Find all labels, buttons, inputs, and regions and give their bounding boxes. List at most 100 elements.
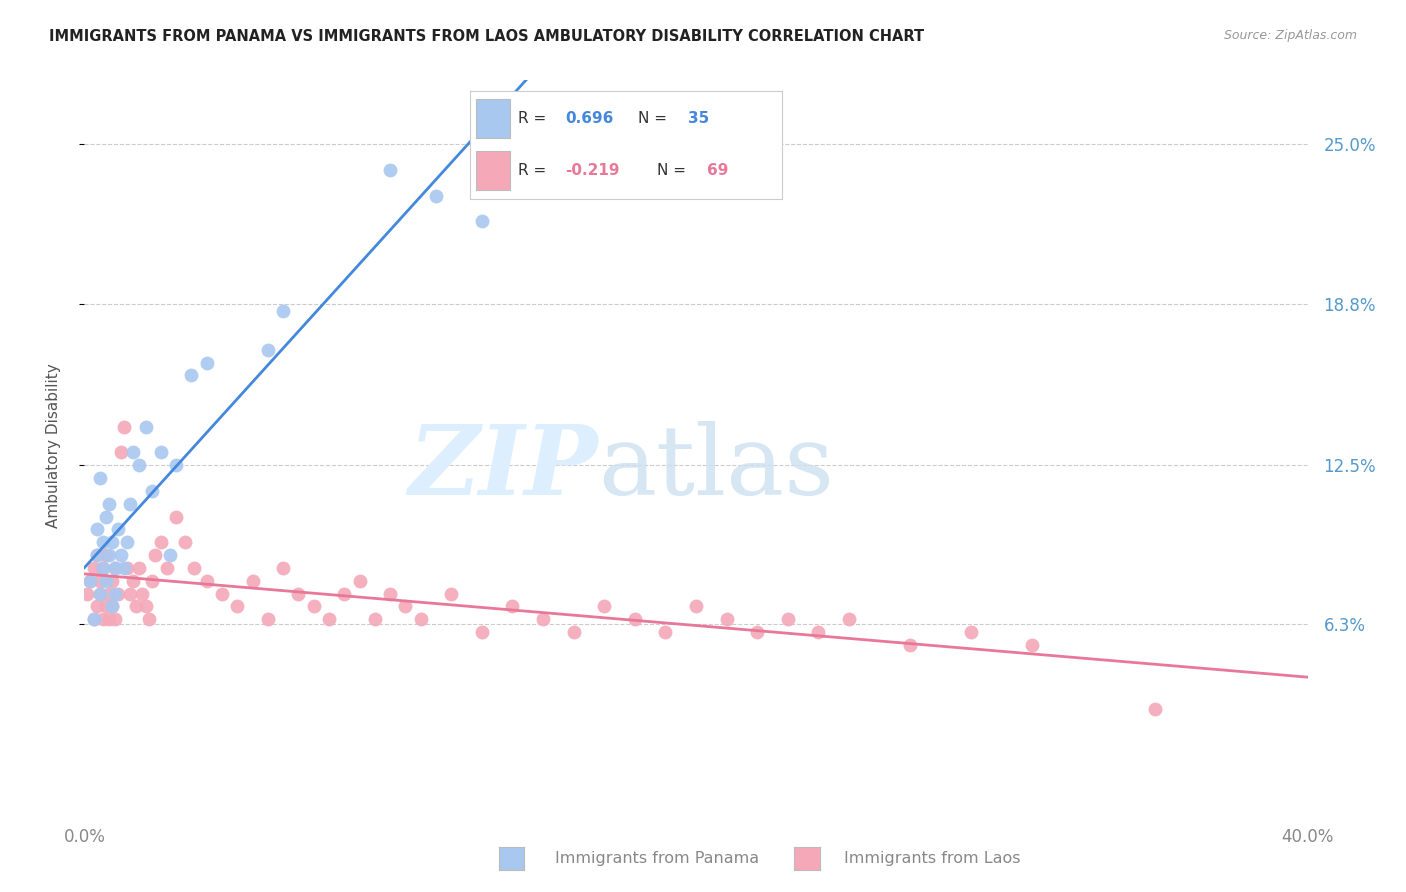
Point — [502, 599, 524, 614]
Point — [333, 586, 356, 600]
Point — [101, 535, 124, 549]
Point — [180, 368, 202, 383]
Point — [110, 548, 132, 562]
Point — [380, 163, 402, 178]
Point — [94, 574, 117, 588]
Point — [195, 355, 218, 369]
Point — [624, 612, 647, 626]
Point — [287, 586, 309, 600]
Point — [257, 343, 280, 357]
Text: Immigrants from Panama: Immigrants from Panama — [555, 851, 759, 865]
Point — [120, 586, 142, 600]
Point — [380, 586, 402, 600]
Point — [159, 548, 181, 562]
Point — [89, 471, 111, 485]
Point — [149, 445, 172, 459]
Point — [593, 599, 616, 614]
Point — [138, 612, 160, 626]
Point — [776, 612, 799, 626]
Point — [128, 561, 150, 575]
Point — [89, 586, 111, 600]
Point — [143, 548, 166, 562]
Point — [83, 612, 105, 626]
Point — [122, 445, 145, 459]
Point — [211, 586, 233, 600]
Point — [97, 586, 120, 600]
Point — [960, 625, 983, 640]
Point — [174, 535, 197, 549]
Point — [349, 574, 371, 588]
Point — [747, 625, 769, 640]
Point — [156, 561, 179, 575]
Point — [76, 586, 98, 600]
Point — [271, 304, 294, 318]
Point — [86, 548, 108, 562]
Point — [135, 419, 157, 434]
Point — [79, 574, 101, 588]
Point — [183, 561, 205, 575]
Point — [86, 548, 108, 562]
Point — [86, 523, 108, 537]
Point — [79, 574, 101, 588]
Point — [120, 497, 142, 511]
Point — [141, 483, 163, 498]
Point — [97, 497, 120, 511]
Text: Source: ZipAtlas.com: Source: ZipAtlas.com — [1223, 29, 1357, 42]
Point — [128, 458, 150, 473]
Point — [94, 548, 117, 562]
Point — [101, 574, 124, 588]
Point — [104, 561, 127, 575]
Point — [394, 599, 416, 614]
Point — [94, 599, 117, 614]
Point — [112, 561, 135, 575]
Point — [562, 625, 585, 640]
Point — [104, 561, 127, 575]
Point — [135, 599, 157, 614]
Text: IMMIGRANTS FROM PANAMA VS IMMIGRANTS FROM LAOS AMBULATORY DISABILITY CORRELATION: IMMIGRANTS FROM PANAMA VS IMMIGRANTS FRO… — [49, 29, 924, 44]
Point — [110, 445, 132, 459]
Point — [89, 574, 111, 588]
Point — [91, 612, 114, 626]
Point — [107, 586, 129, 600]
Point — [716, 612, 738, 626]
Point — [101, 599, 124, 614]
Point — [898, 638, 921, 652]
Point — [104, 586, 127, 600]
Point — [471, 625, 494, 640]
Point — [97, 612, 120, 626]
Point — [112, 419, 135, 434]
Point — [271, 561, 294, 575]
Point — [302, 599, 325, 614]
Point — [318, 612, 340, 626]
Point — [226, 599, 249, 614]
Point — [440, 586, 463, 600]
Point — [91, 561, 114, 575]
Point — [838, 612, 860, 626]
Text: atlas: atlas — [598, 421, 834, 515]
Text: Immigrants from Laos: Immigrants from Laos — [844, 851, 1021, 865]
Point — [94, 509, 117, 524]
Point — [165, 458, 187, 473]
Point — [165, 509, 187, 524]
Point — [131, 586, 153, 600]
Point — [86, 599, 108, 614]
Point — [115, 535, 138, 549]
Point — [654, 625, 676, 640]
Point — [149, 535, 172, 549]
Point — [364, 612, 387, 626]
Point — [91, 561, 114, 575]
Point — [409, 612, 432, 626]
Point — [195, 574, 218, 588]
Point — [122, 574, 145, 588]
Point — [242, 574, 264, 588]
Point — [531, 612, 554, 626]
Point — [83, 612, 105, 626]
Point — [257, 612, 280, 626]
Point — [107, 523, 129, 537]
Point — [141, 574, 163, 588]
Point — [83, 561, 105, 575]
Point — [471, 214, 494, 228]
Text: ZIP: ZIP — [409, 421, 598, 515]
Point — [89, 586, 111, 600]
Point — [101, 599, 124, 614]
